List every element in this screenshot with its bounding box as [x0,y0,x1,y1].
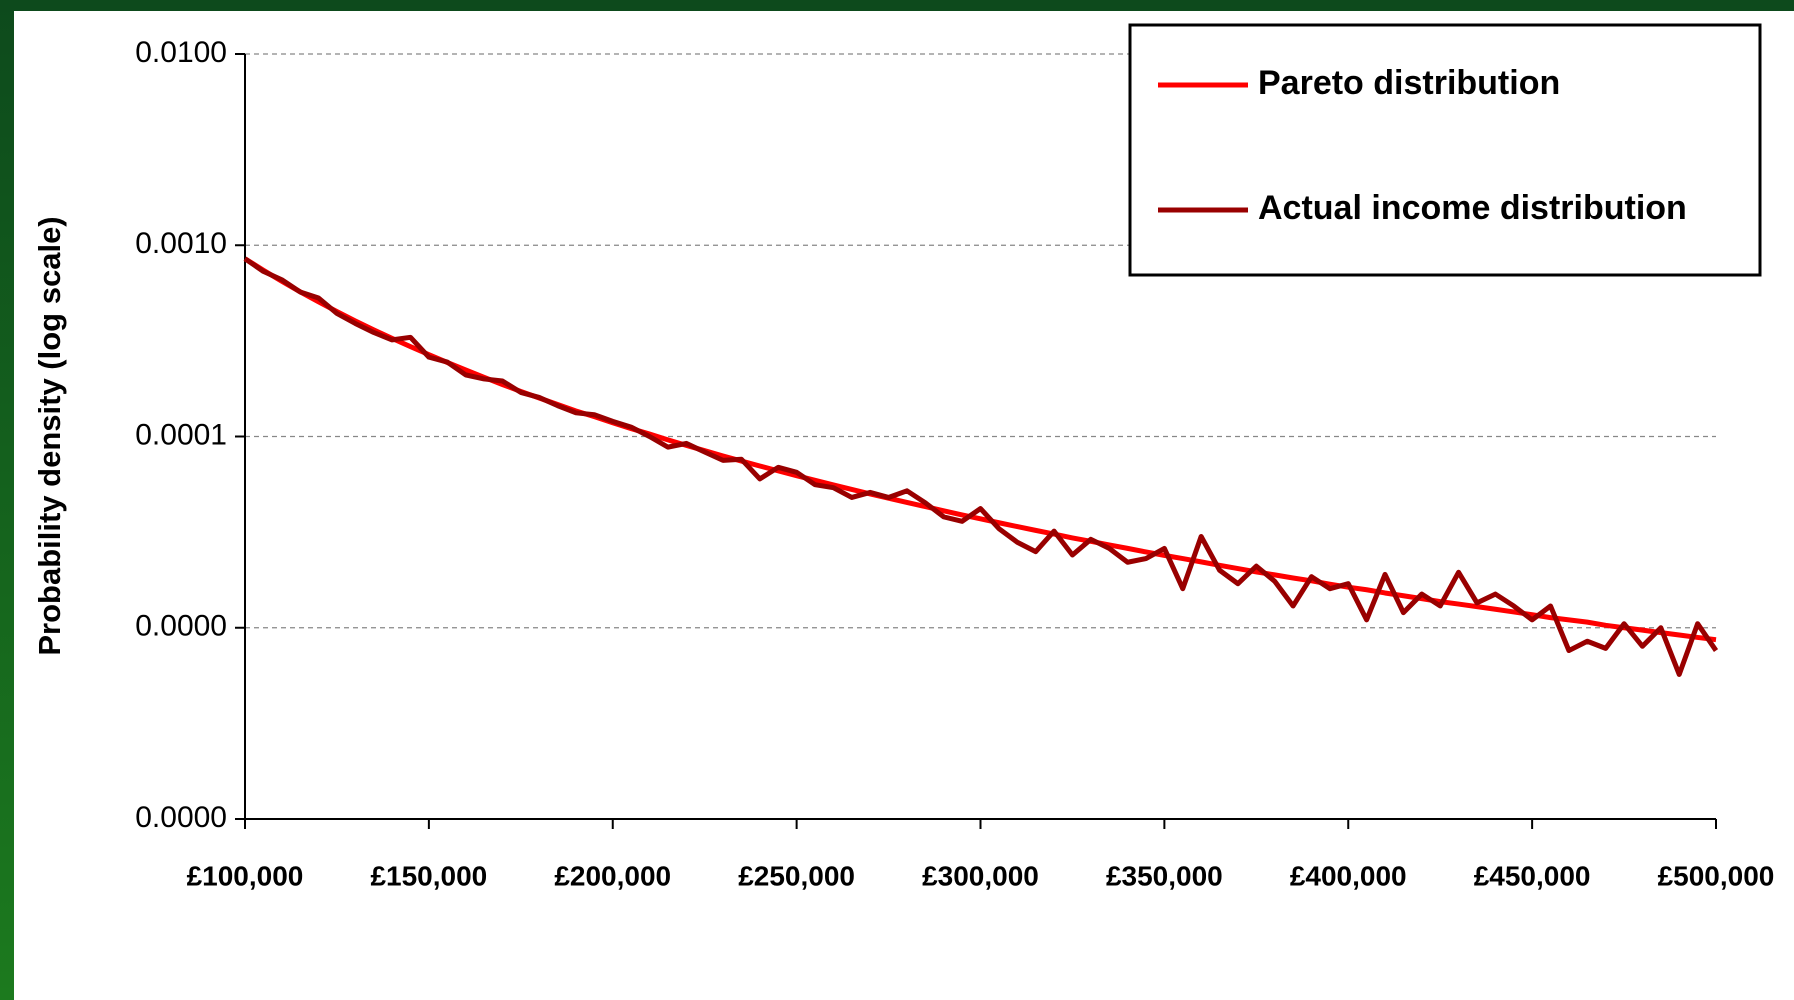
y-tick-label: 0.0100 [135,36,227,69]
x-tick-label: £100,000 [187,860,304,891]
x-tick-label: £500,000 [1658,860,1775,891]
y-tick-label: 0.0000 [135,610,227,643]
y-tick-label: 0.0010 [135,227,227,260]
x-tick-label: £300,000 [922,860,1039,891]
x-tick-label: £150,000 [370,860,487,891]
series-line [243,256,1719,677]
legend-label: Pareto distribution [1258,64,1560,102]
x-tick-label: £450,000 [1474,860,1591,891]
y-axis-label: Probability density (log scale) [32,216,67,655]
x-tick-label: £200,000 [554,860,671,891]
y-tick-label: 0.0001 [135,418,227,451]
legend-box [1128,23,1762,277]
y-tick-label: 0.0000 [135,801,227,834]
x-tick-label: £250,000 [738,860,855,891]
legend-label: Actual income distribution [1258,189,1687,227]
x-tick-label: £400,000 [1290,860,1407,891]
x-tick-label: £350,000 [1106,860,1223,891]
